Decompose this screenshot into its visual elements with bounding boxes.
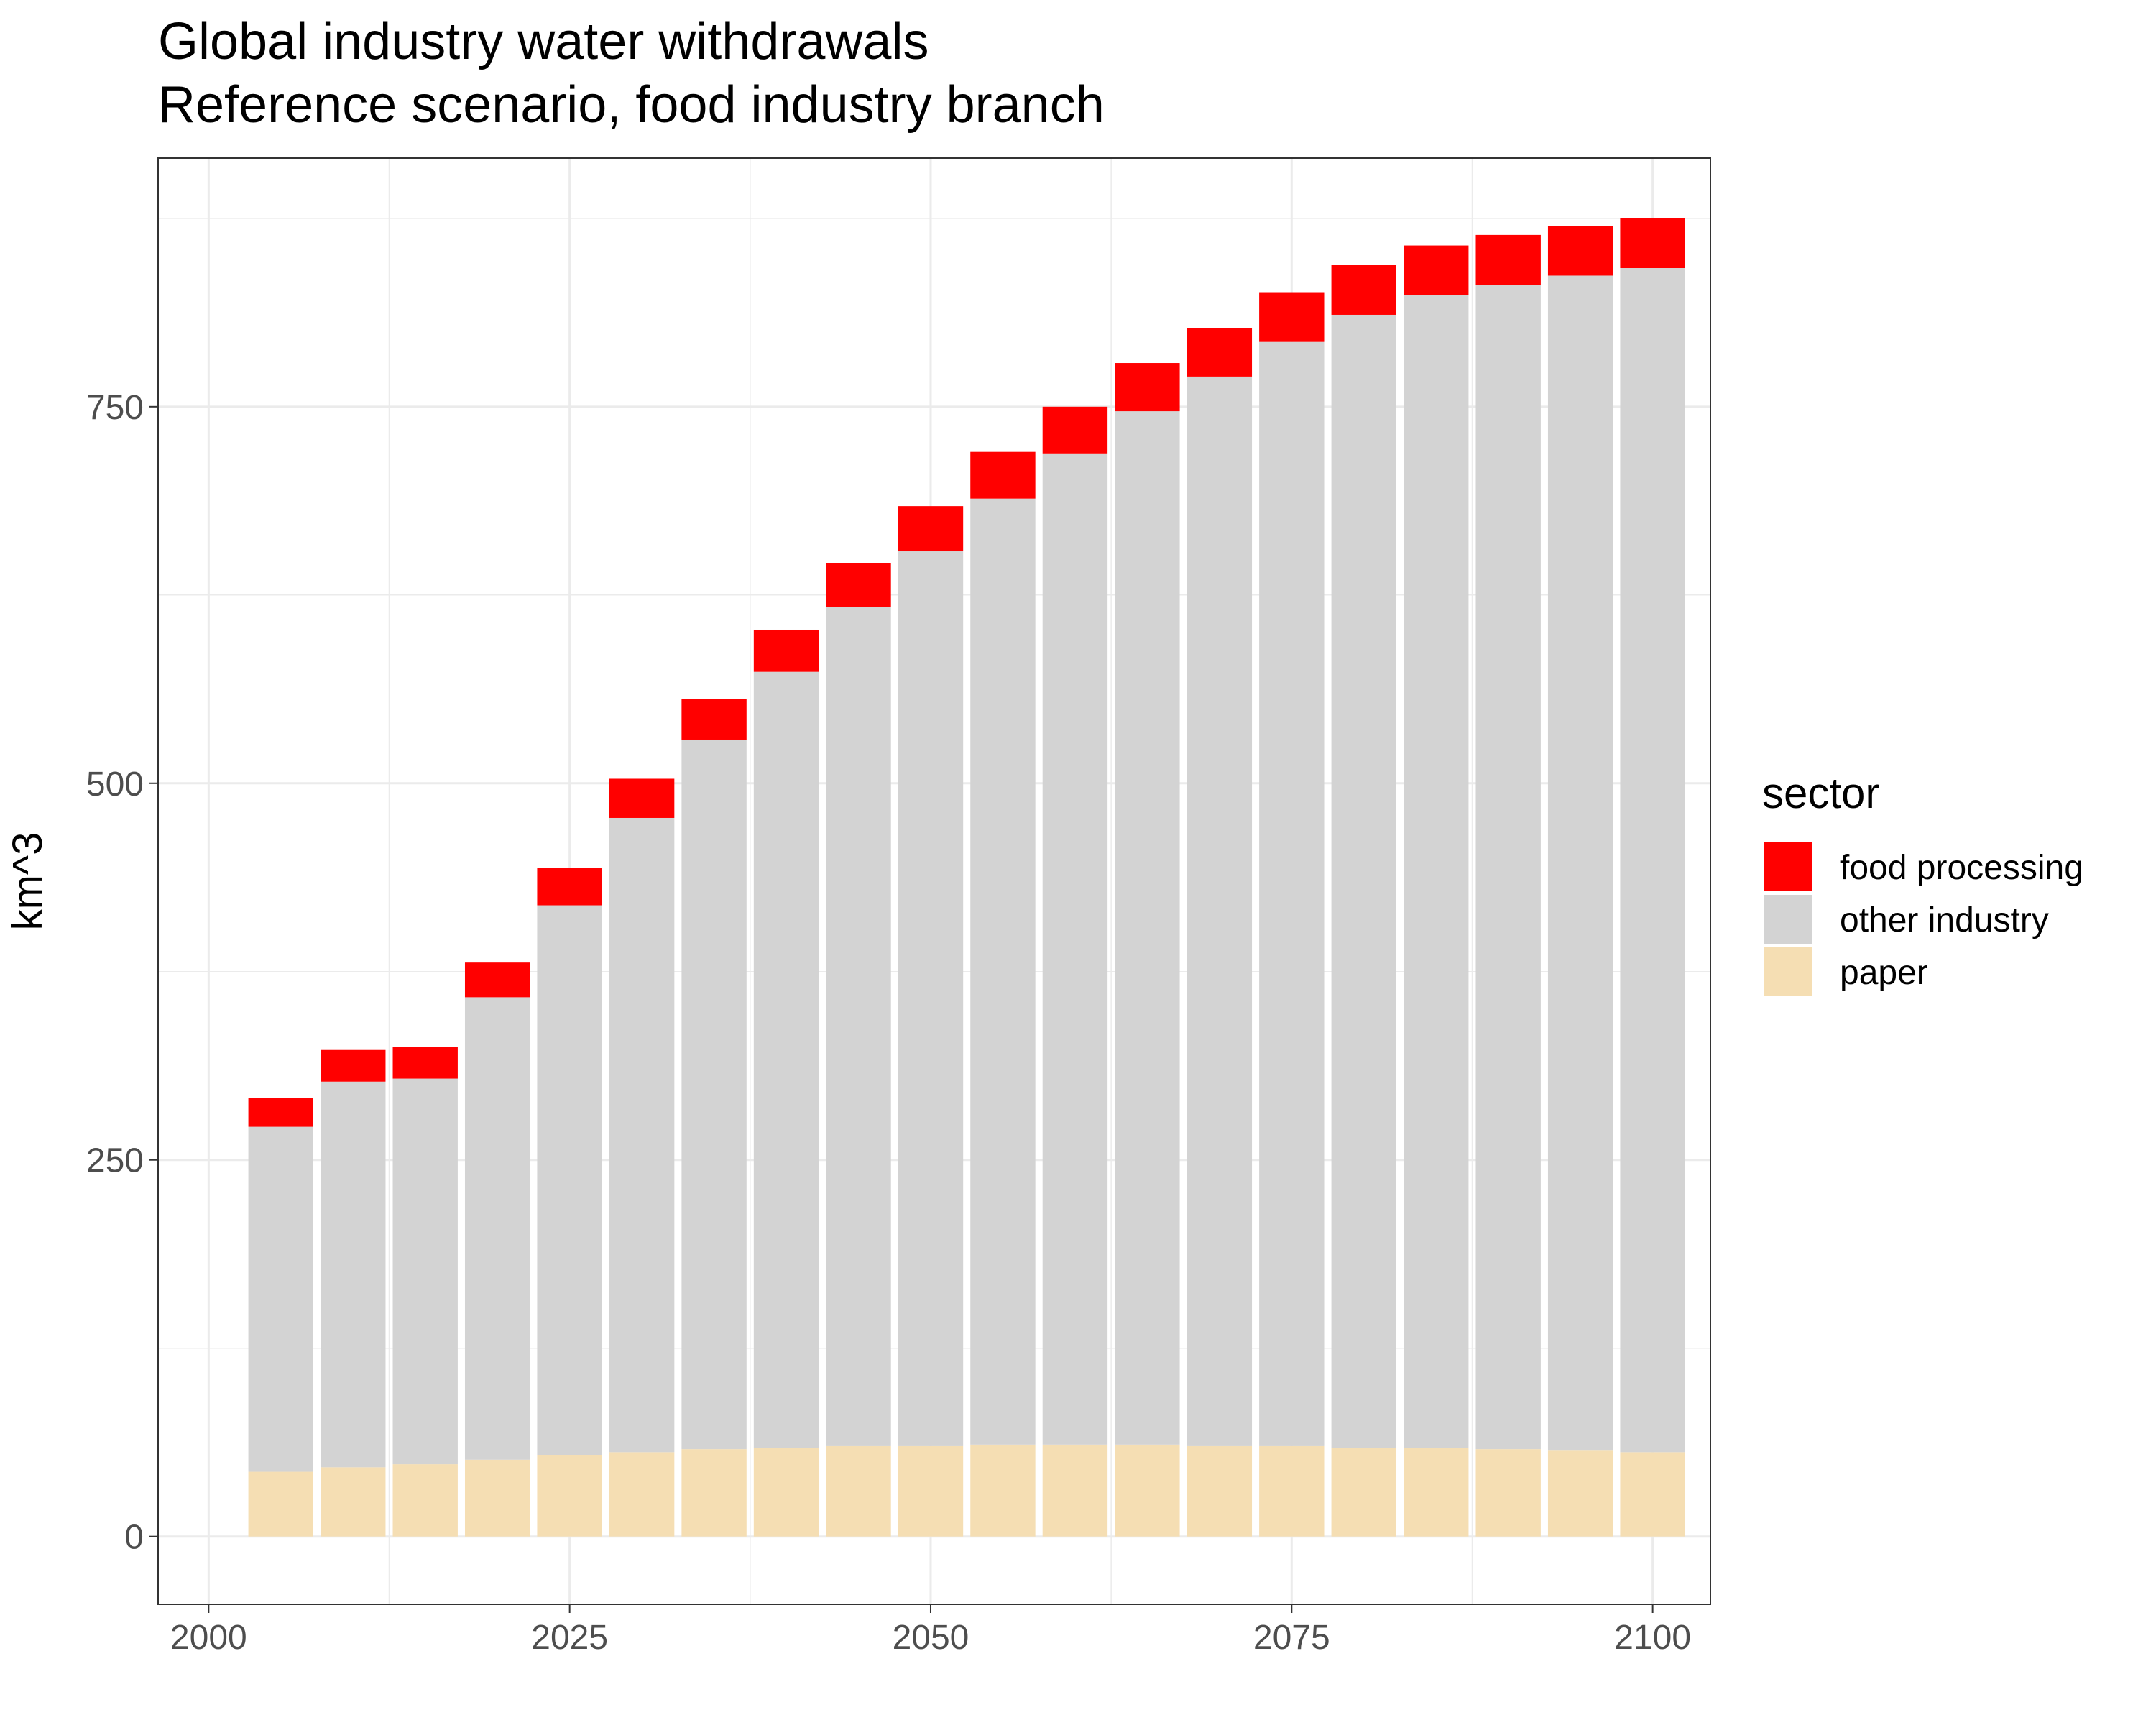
bar-food-processing: [1404, 245, 1469, 295]
bar-other-industry: [392, 1078, 458, 1465]
bar-food-processing: [1547, 226, 1613, 276]
bar-other-industry: [321, 1081, 386, 1468]
bar-paper: [537, 1455, 602, 1537]
bar-paper: [1042, 1444, 1108, 1537]
x-axis: 2000 2025 2050 2075 2100: [170, 1604, 1691, 1657]
bar-paper: [1259, 1445, 1325, 1537]
bar-other-industry: [1331, 314, 1396, 1448]
chart-title: Global industry water withdrawals: [158, 13, 929, 70]
y-axis-title: km^3: [4, 832, 51, 931]
legend-title: sector: [1762, 769, 1879, 817]
bar-paper: [826, 1445, 891, 1537]
bar-food-processing: [1620, 218, 1685, 268]
bar-other-industry: [1187, 376, 1253, 1446]
bar-food-processing: [248, 1098, 313, 1127]
legend-label: paper: [1840, 954, 1928, 992]
bar-other-industry: [464, 997, 530, 1460]
bar-food-processing: [464, 962, 530, 998]
plot-border: [157, 157, 1711, 1605]
y-tick-label: 500: [86, 765, 144, 804]
x-tick-label: 2050: [893, 1619, 969, 1657]
bar-paper: [1475, 1449, 1541, 1537]
bar-other-industry: [537, 905, 602, 1455]
bar-food-processing: [1475, 234, 1541, 285]
bar-food-processing: [537, 868, 602, 906]
bar-other-industry: [826, 607, 891, 1446]
bar-food-processing: [392, 1046, 458, 1079]
legend-swatch: [1764, 947, 1812, 996]
legend-label: other industry: [1840, 901, 2049, 939]
bar-paper: [1115, 1444, 1180, 1537]
bar-food-processing: [1331, 264, 1396, 315]
bar-paper: [1331, 1448, 1396, 1537]
bar-paper: [248, 1471, 313, 1537]
bar-food-processing: [753, 629, 819, 672]
bar-food-processing: [1042, 406, 1108, 454]
legend: sector food processing other industry pape…: [1762, 769, 2083, 996]
bar-paper: [1404, 1448, 1469, 1537]
bar-other-industry: [753, 671, 819, 1448]
bar-other-industry: [609, 817, 675, 1453]
bar-paper: [464, 1459, 530, 1537]
bar-paper: [1620, 1452, 1685, 1537]
bar-paper: [753, 1448, 819, 1537]
legend-items: food processing other industry paper: [1764, 842, 2083, 996]
bar-other-industry: [1115, 411, 1180, 1445]
bar-food-processing: [970, 451, 1036, 499]
bar-food-processing: [321, 1049, 386, 1082]
chart-subtitle: Reference scenario, food industry branch: [158, 76, 1105, 134]
bars: [248, 218, 1685, 1537]
y-tick-label: 750: [86, 389, 144, 427]
bar-other-industry: [1475, 285, 1541, 1450]
bar-other-industry: [1259, 341, 1325, 1446]
bar-other-industry: [1547, 275, 1613, 1451]
bar-other-industry: [970, 498, 1036, 1445]
x-tick-label: 2075: [1253, 1619, 1330, 1657]
bar-other-industry: [1404, 295, 1469, 1448]
legend-swatch: [1764, 895, 1812, 944]
x-tick-label: 2025: [531, 1619, 608, 1657]
bar-other-industry: [1620, 267, 1685, 1453]
bar-other-industry: [681, 739, 747, 1450]
bar-paper: [898, 1445, 964, 1537]
bar-food-processing: [1187, 328, 1253, 377]
bar-other-industry: [1042, 453, 1108, 1445]
x-tick-label: 2100: [1614, 1619, 1691, 1657]
bar-food-processing: [898, 506, 964, 552]
bar-food-processing: [1259, 292, 1325, 342]
y-axis: 0 250 500 750: [86, 389, 158, 1557]
y-tick-label: 250: [86, 1142, 144, 1180]
y-tick-label: 0: [124, 1519, 144, 1557]
bar-food-processing: [826, 563, 891, 607]
x-tick-label: 2000: [170, 1619, 247, 1657]
legend-label: food processing: [1840, 849, 2083, 887]
bar-paper: [392, 1464, 458, 1537]
bar-food-processing: [681, 699, 747, 740]
bar-food-processing: [1115, 363, 1180, 412]
bar-food-processing: [609, 778, 675, 818]
bar-paper: [321, 1467, 386, 1537]
bar-other-industry: [248, 1126, 313, 1472]
bar-paper: [970, 1444, 1036, 1537]
bar-other-industry: [898, 551, 964, 1446]
bar-paper: [609, 1452, 675, 1537]
legend-swatch: [1764, 842, 1812, 891]
bar-paper: [1187, 1445, 1253, 1537]
bar-paper: [1547, 1450, 1613, 1537]
bar-paper: [681, 1449, 747, 1537]
